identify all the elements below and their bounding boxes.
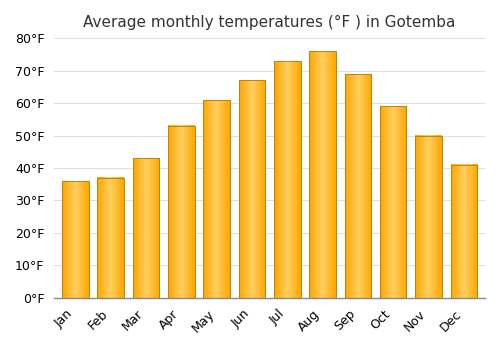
Bar [380,106,406,298]
Bar [62,181,88,298]
Bar [98,178,124,298]
Bar [274,61,300,298]
Bar [310,51,336,298]
Bar [344,74,371,298]
Bar [168,126,194,298]
Bar [416,135,442,298]
Bar [133,158,160,298]
Bar [238,80,265,298]
Bar [204,100,230,298]
Bar [450,165,477,298]
Title: Average monthly temperatures (°F ) in Gotemba: Average monthly temperatures (°F ) in Go… [84,15,456,30]
